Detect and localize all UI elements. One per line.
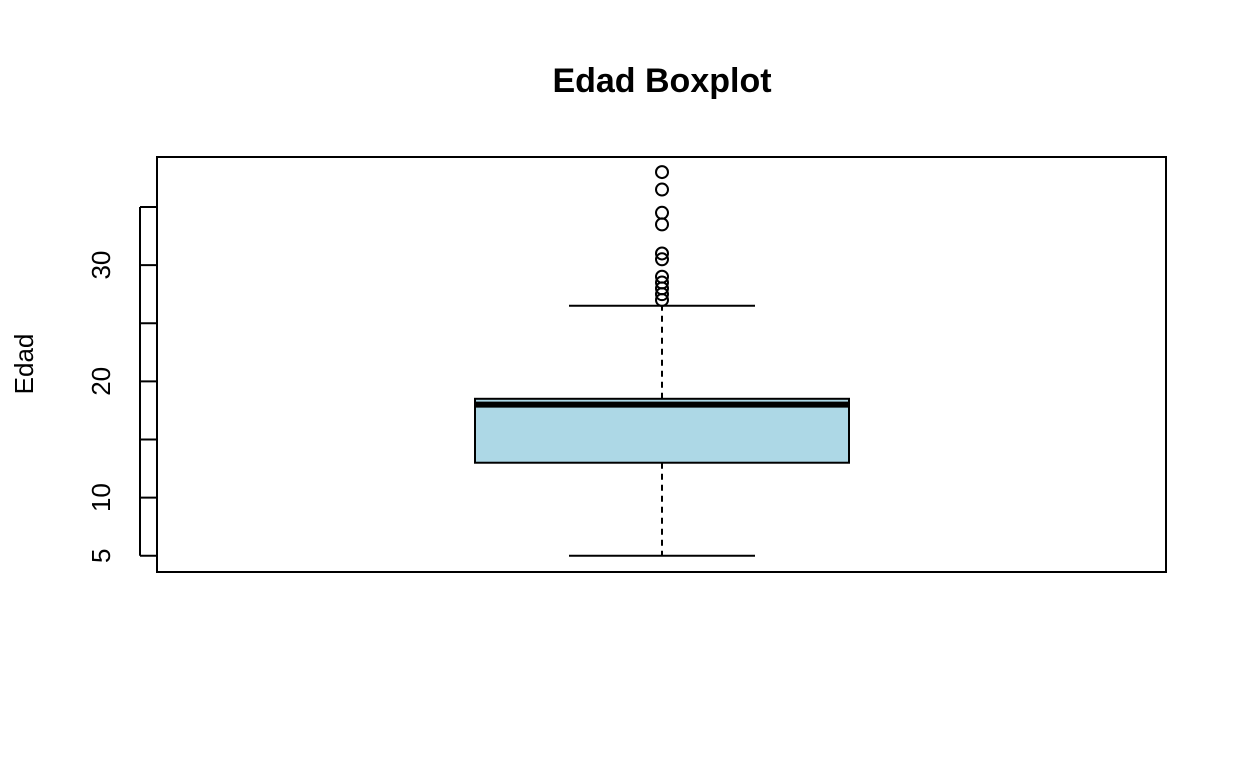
y-tick-label-20: 20	[86, 367, 116, 396]
box-series	[474, 304, 850, 557]
outlier-point-3	[655, 275, 669, 290]
outlier-points	[655, 165, 669, 307]
outlier-point-9	[655, 182, 669, 197]
outlier-point-7	[655, 217, 669, 232]
outlier-point-6	[655, 246, 669, 261]
iqr-box	[474, 397, 850, 464]
outlier-point-5	[655, 252, 669, 267]
y-tick-label-5: 5	[86, 548, 116, 562]
chart-title: Edad Boxplot	[552, 62, 771, 100]
outlier-point-8	[655, 205, 669, 220]
y-tick-label-10: 10	[86, 483, 116, 512]
outlier-point-4	[655, 269, 669, 284]
outlier-point-10	[655, 165, 669, 180]
y-tick-label-30: 30	[86, 251, 116, 280]
y-axis: 5 10 20 30	[86, 205, 157, 563]
y-axis-label: Edad	[9, 334, 39, 395]
plot-frame	[156, 156, 1167, 573]
